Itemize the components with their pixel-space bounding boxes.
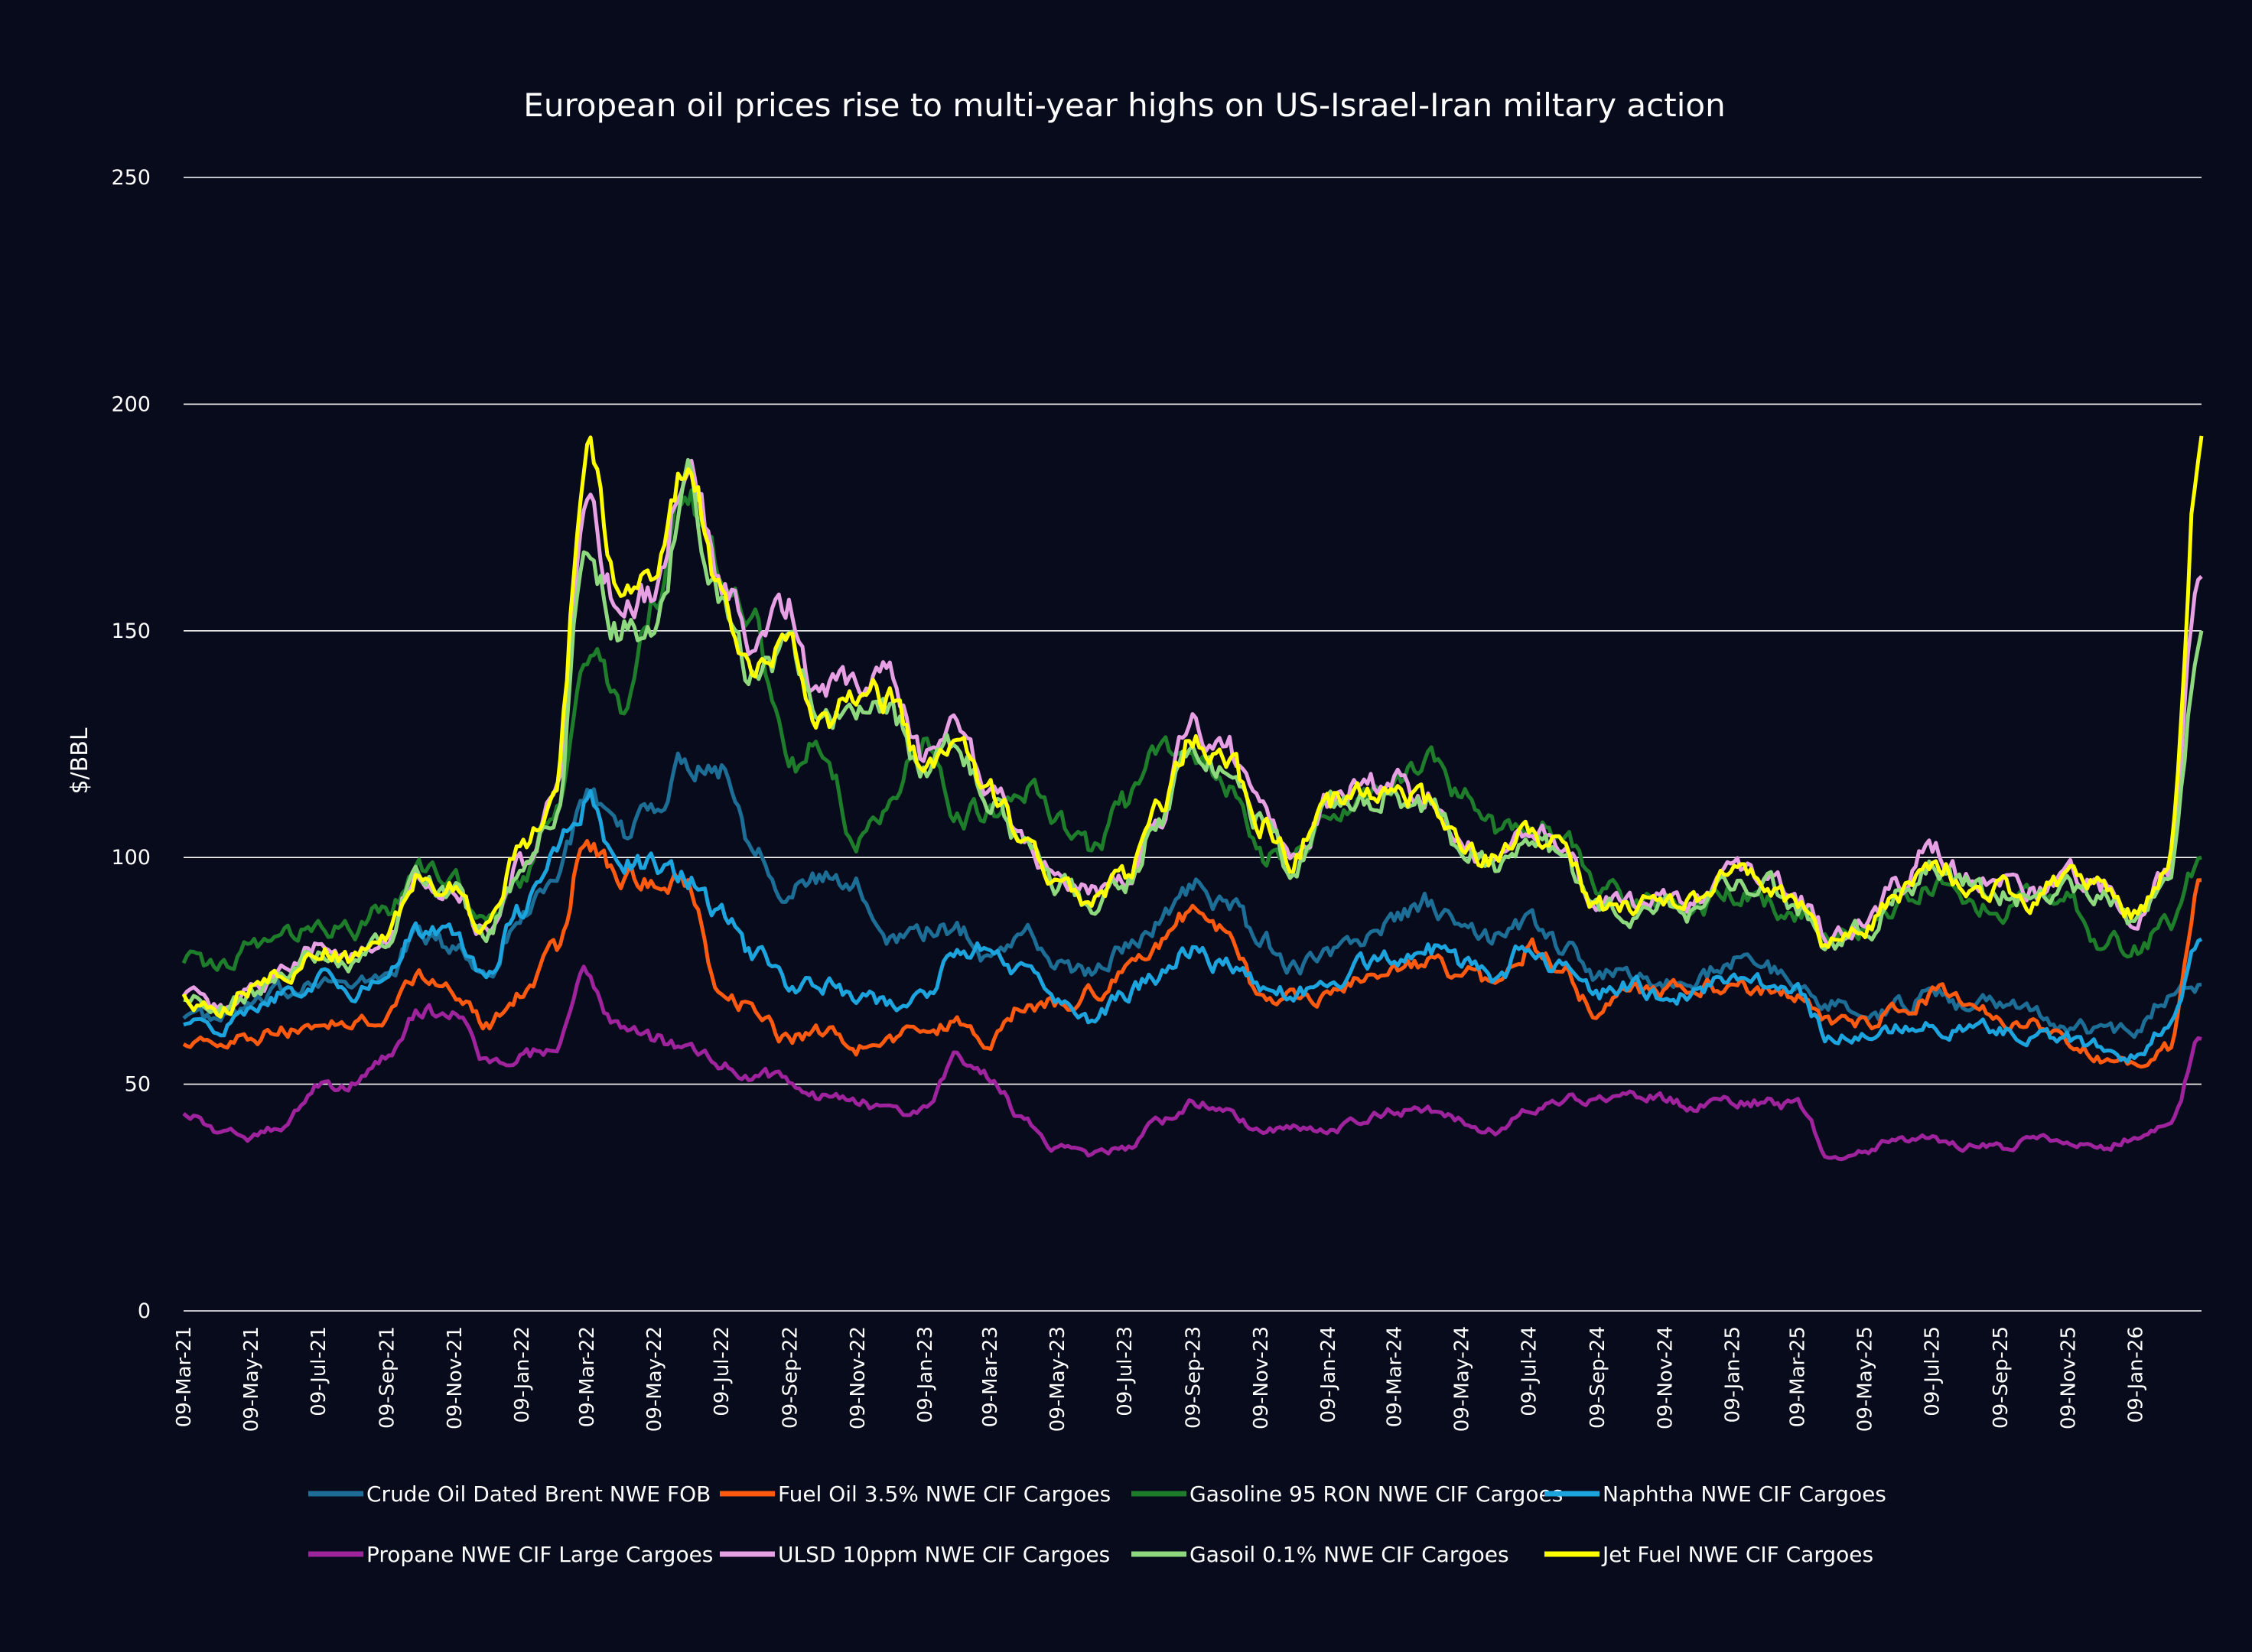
x-tick-label: 09-May-24 [1451,1326,1474,1432]
series-line [182,839,2202,1069]
series-line [182,751,2202,1039]
x-tick-label: 09-Mar-25 [1787,1326,1810,1427]
x-tick-label: 09-Sep-22 [779,1326,802,1429]
x-tick-label: 09-Sep-23 [1183,1326,1206,1429]
x-tick-label: 09-Nov-22 [847,1326,870,1429]
y-tick-label: 50 [125,1073,151,1097]
y-axis-label: $/BBL [67,727,93,794]
x-tick-label: 09-Nov-23 [1250,1326,1273,1429]
x-tick-label: 09-Jul-22 [711,1326,734,1416]
y-tick-label: 150 [111,620,151,643]
x-tick-label: 09-Jan-24 [1317,1326,1340,1423]
x-tick-label: 09-Mar-23 [979,1326,1002,1427]
x-tick-label: 09-Jan-25 [1721,1326,1744,1423]
legend-label: Gasoil 0.1% NWE CIF Cargoes [1189,1542,1509,1567]
y-tick-label: 200 [111,392,151,416]
x-tick-label: 09-Sep-25 [1990,1326,2013,1429]
x-tick-label: 09-Nov-25 [2057,1326,2080,1429]
legend-label: Propane NWE CIF Large Cargoes [366,1542,713,1567]
x-tick-label: 09-Nov-21 [444,1326,467,1429]
y-tick-label: 250 [111,166,151,190]
legend: Crude Oil Dated Brent NWE FOB Fuel Oil 3.… [308,1481,1886,1567]
x-tick-label: 09-Mar-24 [1384,1326,1407,1427]
x-tick-label: 09-Mar-22 [576,1326,599,1427]
series-line [181,488,2202,972]
chart-title: European oil prices rise to multi-year h… [523,86,1725,124]
x-tick-label: 09-Sep-21 [376,1326,399,1429]
series-line [182,964,2202,1162]
x-tick-label: 09-May-21 [240,1326,263,1432]
x-tick-label: 09-Jan-22 [511,1326,534,1423]
x-tick-label: 09-Jan-26 [2124,1326,2147,1423]
x-tick-label: 09-Jul-25 [1922,1326,1944,1416]
series-line [183,789,2203,1064]
legend-label: ULSD 10ppm NWE CIF Cargoes [778,1542,1110,1567]
x-tick-label: 09-Sep-24 [1586,1326,1609,1429]
series-line [181,458,2203,1013]
x-tick-label: 09-May-25 [1854,1326,1877,1432]
y-axis: 0 50 100 150 200 250 [111,166,151,1323]
legend-label: Fuel Oil 3.5% NWE CIF Cargoes [778,1481,1111,1507]
series-lines [181,435,2204,1162]
legend-label: Jet Fuel NWE CIF Cargoes [1601,1542,1873,1567]
legend-label: Naphtha NWE CIF Cargoes [1603,1481,1886,1507]
x-tick-label: 09-Jul-21 [308,1326,330,1416]
legend-label: Crude Oil Dated Brent NWE FOB [366,1481,711,1507]
x-axis: 09-Mar-21 09-May-21 09-Jul-21 09-Sep-21 09-N… [173,1326,2147,1432]
legend-label: Gasoline 95 RON NWE CIF Cargoes [1189,1481,1563,1507]
x-tick-label: 09-Jan-23 [914,1326,937,1423]
y-tick-label: 100 [111,846,151,870]
x-tick-label: 09-Jul-23 [1114,1326,1137,1416]
x-tick-label: 09-May-22 [643,1326,666,1432]
y-tick-label: 0 [138,1299,151,1323]
x-tick-label: 09-Nov-24 [1654,1326,1677,1429]
x-tick-label: 09-Mar-21 [173,1326,196,1427]
x-tick-label: 09-May-23 [1046,1326,1069,1432]
series-line [181,435,2204,1019]
x-tick-label: 09-Jul-24 [1518,1326,1541,1416]
